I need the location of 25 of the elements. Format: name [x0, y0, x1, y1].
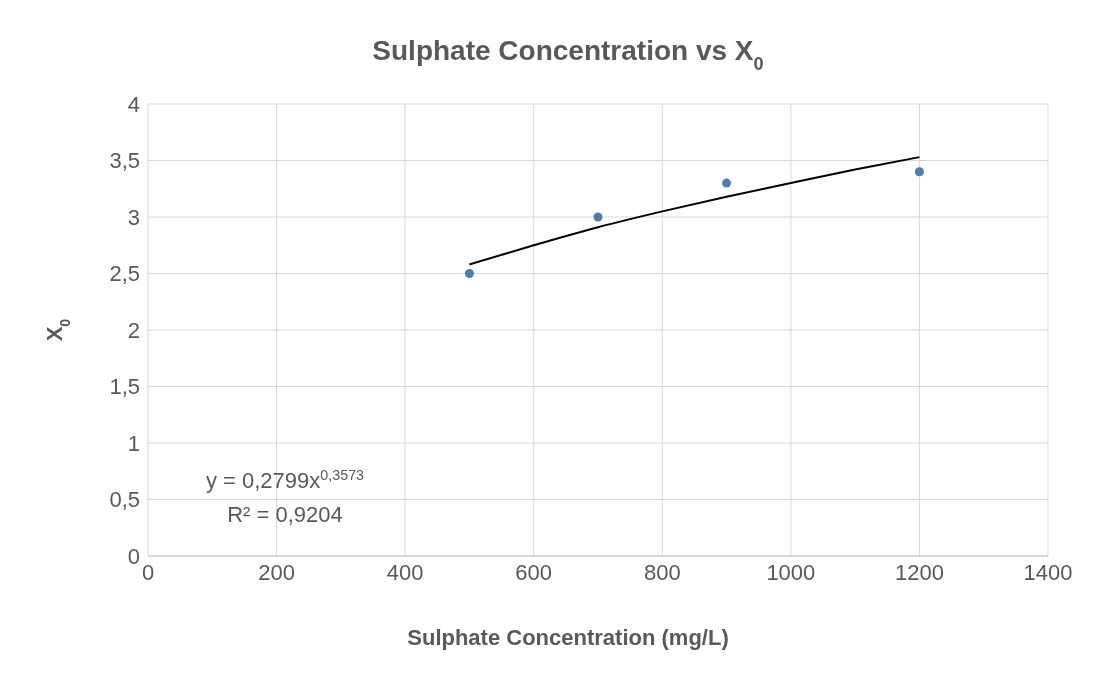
- x-tick-label: 600: [515, 559, 553, 585]
- point: [464, 268, 474, 279]
- annotation: R² = 0,9204: [227, 502, 343, 527]
- point: [722, 178, 732, 188]
- chart-title: Sulphate Concentration vs X$_{0}$: [372, 35, 764, 74]
- x-tick-label: 800: [643, 559, 681, 585]
- x-tick-label: 1200: [894, 559, 944, 585]
- y-tick-label: 0: [127, 543, 140, 569]
- x-axis-title: Sulphate Concentration (mg/L): [407, 625, 729, 650]
- y-tick-label: 3: [127, 204, 140, 230]
- point: [914, 167, 924, 177]
- y-tick-label: 0,5: [109, 487, 140, 513]
- line-series: [468, 156, 921, 266]
- y-tick-label: 3,5: [109, 148, 140, 174]
- x-tick-label: 1400: [1023, 559, 1073, 585]
- x-tick-label: 400: [386, 559, 424, 585]
- y-tick-label: 1,5: [109, 374, 140, 400]
- y-tick-label: 2: [127, 317, 140, 343]
- point: [593, 212, 603, 222]
- x-tick-label: 200: [258, 559, 295, 585]
- x-tick-label: 1000: [766, 559, 816, 585]
- annotation: y = 0,2799x$^{0,3573}$: [205, 467, 365, 493]
- y-tick-label: 4: [127, 91, 140, 117]
- y-tick-label: 1: [127, 430, 140, 456]
- y-tick-label: 2,5: [109, 261, 140, 287]
